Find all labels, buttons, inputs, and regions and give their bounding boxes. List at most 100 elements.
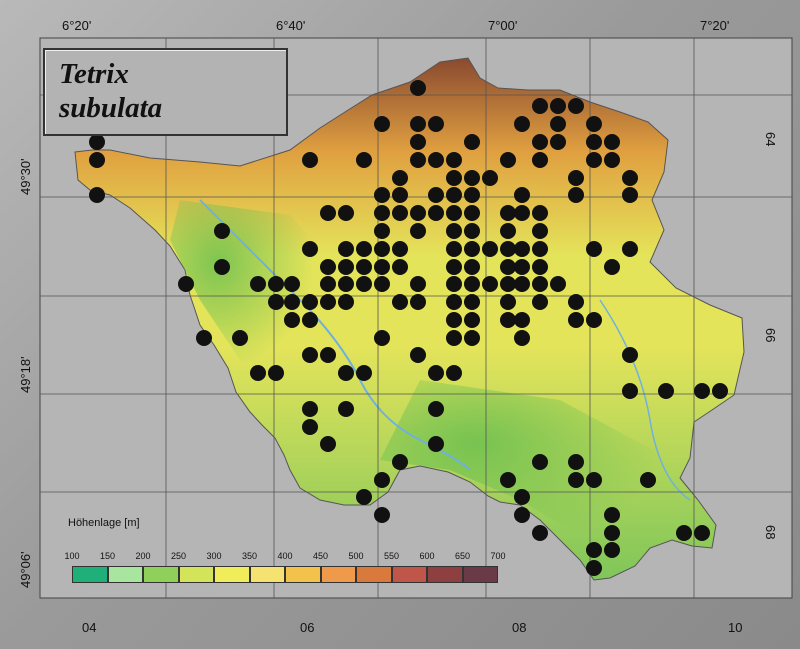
legend-tick-label: 400 [277,551,293,561]
occurrence-dot [428,436,444,452]
legend-swatch [320,566,356,583]
occurrence-dot [500,241,516,257]
bottom-label-1: 04 [82,620,96,635]
occurrence-dot [604,507,620,523]
occurrence-dot [532,259,548,275]
occurrence-dot [532,223,548,239]
occurrence-dot [410,276,426,292]
occurrence-dot [214,223,230,239]
occurrence-dot [302,241,318,257]
occurrence-dot [374,241,390,257]
occurrence-dot [338,259,354,275]
legend-tick-label: 650 [454,551,471,561]
occurrence-dot [514,187,530,203]
occurrence-dot [320,259,336,275]
occurrence-dot [268,294,284,310]
occurrence-dot [712,383,728,399]
occurrence-dot [568,312,584,328]
occurrence-dot [284,312,300,328]
occurrence-dot [250,276,266,292]
bottom-label-2: 06 [300,620,314,635]
occurrence-dot [250,365,266,381]
occurrence-dot [446,187,462,203]
occurrence-dot [428,152,444,168]
occurrence-dot [586,116,602,132]
occurrence-dot [586,241,602,257]
occurrence-dot [320,436,336,452]
occurrence-dot [604,259,620,275]
occurrence-dot [232,330,248,346]
occurrence-dot [464,241,480,257]
legend-swatch [249,566,285,583]
occurrence-dot [392,187,408,203]
occurrence-dot [446,241,462,257]
occurrence-dot [604,152,620,168]
legend-swatch [427,566,463,583]
occurrence-dot [392,454,408,470]
occurrence-points [89,80,728,576]
occurrence-dot [338,205,354,221]
lowland-patch [170,200,330,380]
occurrence-dot [338,365,354,381]
occurrence-dot [374,259,390,275]
occurrence-dot [446,223,462,239]
left-label-2: 49°18' [18,356,33,393]
occurrence-dot [428,187,444,203]
occurrence-dot [410,223,426,239]
occurrence-dot [302,419,318,435]
legend-tick-label: 500 [348,551,364,561]
occurrence-dot [410,80,426,96]
occurrence-dot [586,472,602,488]
occurrence-dot [568,170,584,186]
occurrence-dot [374,187,390,203]
occurrence-dot [268,276,284,292]
occurrence-dot [676,525,692,541]
legend-swatch [178,566,214,583]
legend-tick-label: 700 [490,551,506,561]
occurrence-dot [464,223,480,239]
occurrence-dot [410,116,426,132]
occurrence-dot [464,187,480,203]
bottom-label-3: 08 [512,620,526,635]
species-title-epithet: subulata [59,92,163,124]
occurrence-dot [694,525,710,541]
occurrence-dot [374,223,390,239]
occurrence-dot [532,525,548,541]
occurrence-dot [320,276,336,292]
legend-tick-label: 550 [383,551,400,561]
occurrence-dot [500,294,516,310]
occurrence-dot [568,294,584,310]
occurrence-dot [622,383,638,399]
occurrence-dot [464,170,480,186]
occurrence-dot [356,276,372,292]
occurrence-dot [410,347,426,363]
occurrence-dot [532,454,548,470]
occurrence-dot [604,525,620,541]
occurrence-dot [514,259,530,275]
legend-swatch [107,566,143,583]
top-label-4: 7°20' [700,18,729,33]
occurrence-dot [464,294,480,310]
occurrence-dot [374,276,390,292]
legend-swatch [143,566,179,583]
occurrence-dot [464,205,480,221]
occurrence-dot [586,312,602,328]
occurrence-dot [586,560,602,576]
occurrence-dot [514,507,530,523]
occurrence-dot [338,241,354,257]
occurrence-dot [356,241,372,257]
occurrence-dot [446,312,462,328]
occurrence-dot [428,365,444,381]
legend-title: Höhenlage [m] [68,517,140,529]
occurrence-dot [374,472,390,488]
legend-swatch [214,566,250,583]
occurrence-dot [532,98,548,114]
occurrence-dot [514,330,530,346]
occurrence-dot [446,330,462,346]
top-label-3: 7°00' [488,18,517,33]
occurrence-dot [89,187,105,203]
occurrence-dot [550,98,566,114]
occurrence-dot [428,116,444,132]
occurrence-dot [622,347,638,363]
